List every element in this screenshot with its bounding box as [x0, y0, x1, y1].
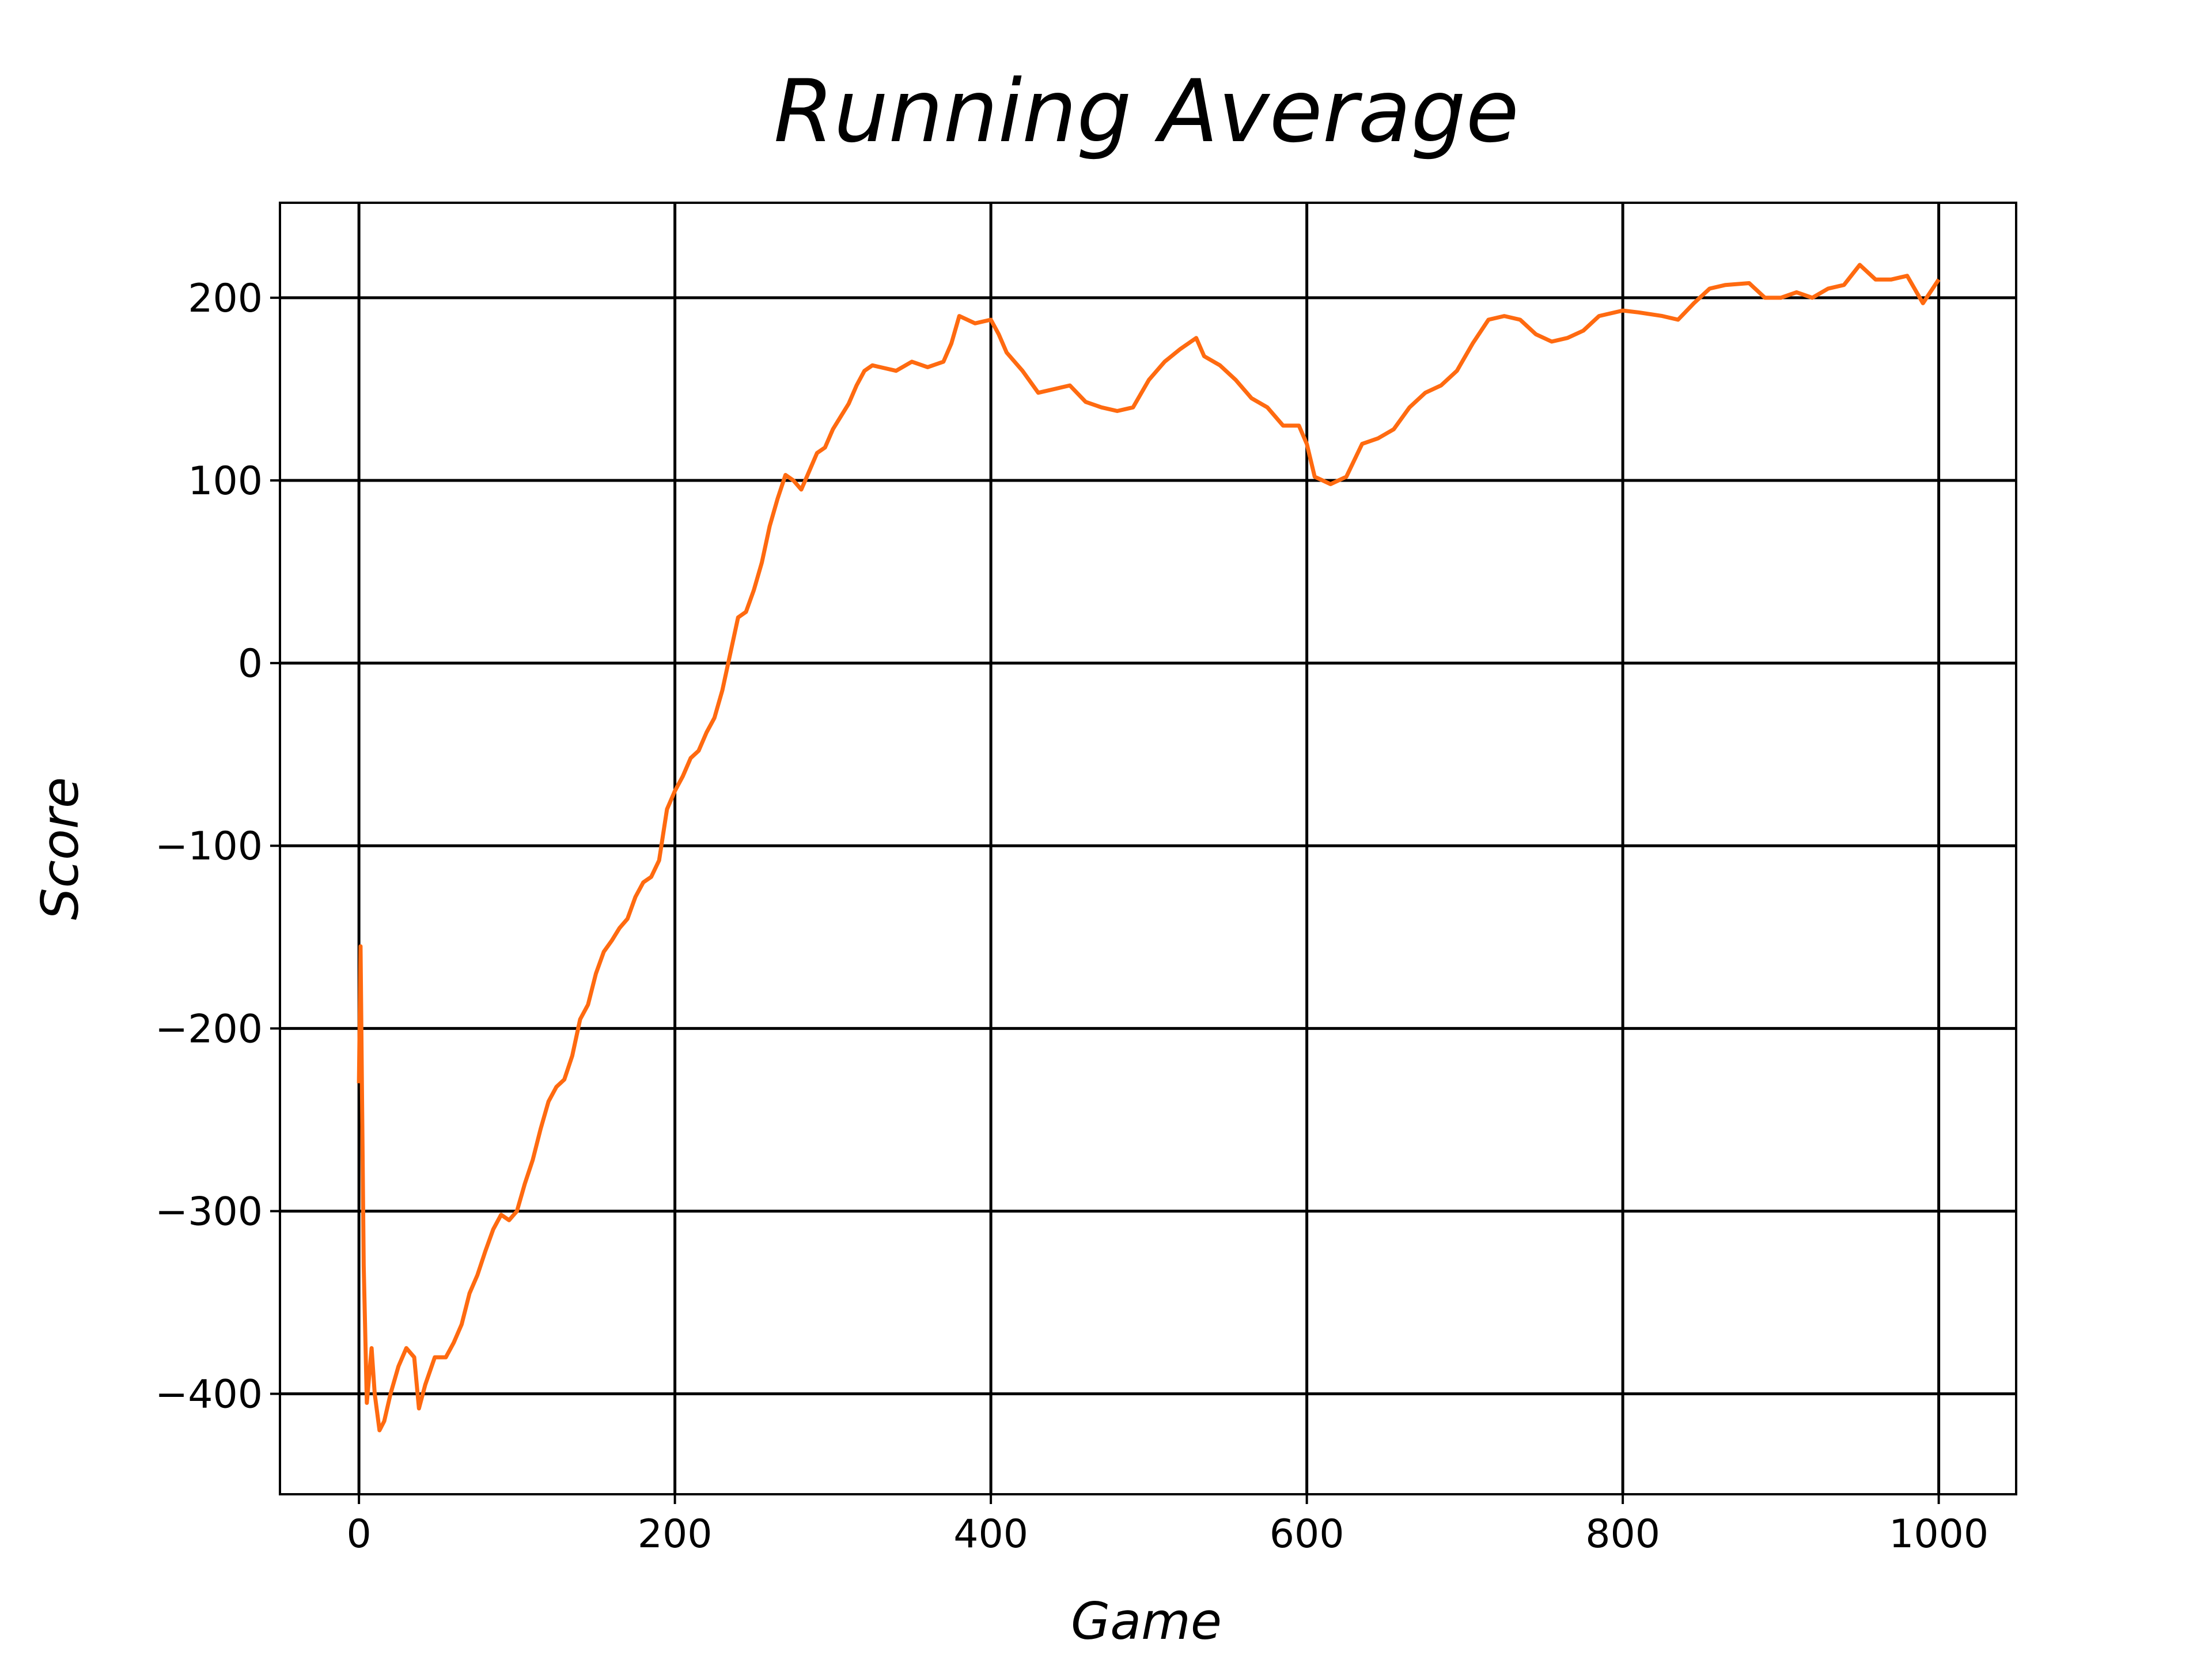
y-tick-label: −200	[155, 1006, 263, 1052]
y-tick-label: −400	[155, 1372, 263, 1418]
x-tick-label: 600	[1270, 1512, 1344, 1557]
chart-title: Running Average	[774, 62, 1519, 162]
y-tick-label: 200	[188, 276, 263, 321]
y-tick-label: −100	[155, 824, 263, 869]
x-tick-label: 800	[1585, 1512, 1660, 1557]
y-tick-label: 0	[238, 641, 263, 687]
plot-frame	[279, 202, 2017, 1495]
x-tick-label: 400	[953, 1512, 1028, 1557]
data-line	[357, 263, 1941, 1433]
y-tick-label: 100	[188, 459, 263, 504]
x-tick-label: 0	[346, 1512, 371, 1557]
x-tick-label: 1000	[1889, 1512, 1988, 1557]
y-axis-label: Score	[31, 777, 90, 920]
x-axis-label: Game	[1071, 1592, 1222, 1651]
x-tick-label: 200	[638, 1512, 713, 1557]
y-tick-label: −300	[155, 1189, 263, 1234]
